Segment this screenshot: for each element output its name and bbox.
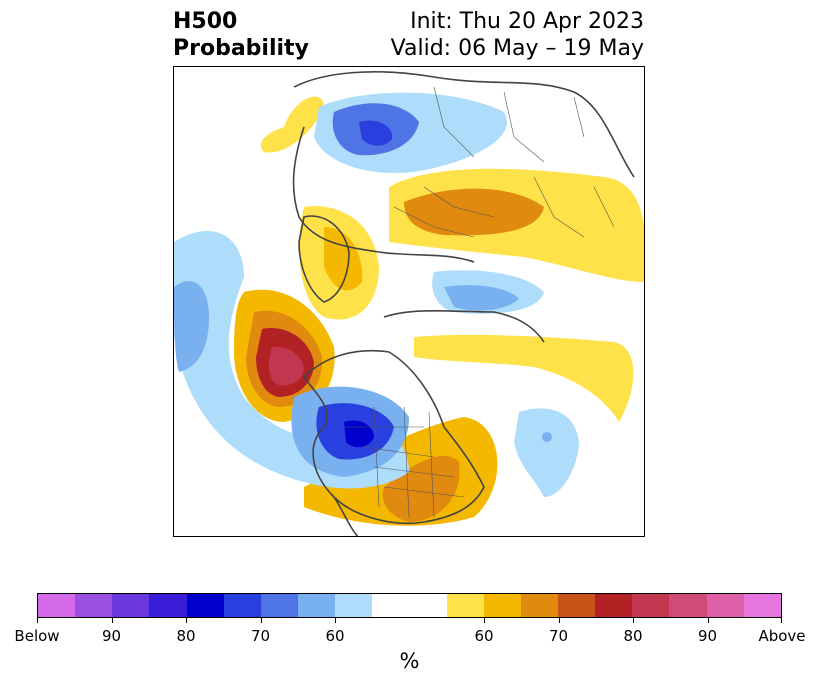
- coastline-greenland: [298, 215, 350, 303]
- colorbar-tick-label: 80: [176, 627, 196, 645]
- colorbar-tick-label: 70: [250, 627, 271, 645]
- colorbar-segment: [223, 594, 261, 617]
- colorbar-tick-mark: [781, 618, 782, 623]
- coastline-eurasia: [292, 71, 635, 263]
- below-region-atlantic-dot: [542, 432, 552, 442]
- colorbar-segment: [632, 594, 670, 617]
- colorbar-tick-mark: [260, 618, 262, 623]
- colorbar-segment: [335, 594, 373, 617]
- colorbar-tick-label: Below: [14, 627, 60, 645]
- colorbar-segment: [743, 594, 781, 617]
- map-title: H500 Probability: [173, 8, 309, 62]
- colorbar-segment: [409, 594, 447, 617]
- coastline-north-america: [302, 349, 485, 525]
- colorbar-tick-mark: [37, 618, 38, 623]
- colorbar-labels: Below 90 80 70 60 60 70 80 90 Above: [14, 627, 805, 647]
- below-region-siberia-peak: [359, 120, 393, 146]
- colorbar-tick-label: 60: [325, 627, 345, 645]
- above-region-us-east-core: [382, 456, 460, 522]
- below-region-arctic-core: [444, 285, 519, 311]
- colorbar-segment: [557, 594, 596, 617]
- colorbar-segment: [112, 594, 150, 617]
- colorbar-tick-label: 70: [548, 627, 569, 645]
- colorbar-segment: [706, 594, 744, 617]
- above-region-alaska-peak: [268, 346, 304, 386]
- coastline-central-america: [333, 496, 359, 536]
- colorbar-segment: [483, 594, 521, 617]
- colorbar-segment: [297, 594, 336, 617]
- below-region-atlantic: [514, 408, 579, 497]
- border-lines-na: [344, 406, 465, 518]
- colorbar-tick-label: 90: [101, 627, 122, 645]
- colorbar-segment: [149, 594, 187, 617]
- title-line-2: Probability: [173, 36, 309, 61]
- init-date: Init: Thu 20 Apr 2023: [410, 9, 644, 34]
- colorbar-tick-label: Above: [758, 627, 806, 645]
- below-normal-regions: [174, 92, 579, 497]
- date-info: Init: Thu 20 Apr 2023 Valid: 06 May – 19…: [391, 8, 644, 62]
- colorbar-segment: [372, 594, 410, 617]
- colorbar-tick-mark: [633, 618, 634, 623]
- colorbar-ticks: [37, 618, 782, 624]
- probability-map: [173, 66, 645, 537]
- colorbar-tick-mark: [186, 618, 187, 623]
- valid-dates: Valid: 06 May – 19 May: [390, 36, 644, 61]
- colorbar-tick-label: 80: [623, 627, 643, 645]
- colorbar-segment: [595, 594, 633, 617]
- colorbar-tick-label: 60: [474, 627, 494, 645]
- colorbar-segment: [38, 594, 76, 617]
- above-region-pacific-arc: [260, 96, 324, 153]
- colorbar-segment: [520, 594, 558, 617]
- colorbar-segment: [260, 594, 298, 617]
- continent-outlines: [292, 71, 635, 536]
- colorbar-tick-mark: [111, 618, 113, 623]
- colorbar-segment: [669, 594, 707, 617]
- colorbar-tick-label: 90: [697, 627, 718, 645]
- title-line-1: H500: [173, 9, 238, 34]
- polar-map-svg: [174, 71, 644, 536]
- border-lines-europe: [433, 86, 615, 238]
- colorbar-tick-mark: [707, 618, 709, 623]
- colorbar-unit: %: [399, 649, 420, 673]
- above-region-atlantic-band: [414, 334, 634, 422]
- below-region-pacific-band: [174, 230, 409, 489]
- below-region-pacific-core: [174, 281, 209, 372]
- colorbar-segment: [446, 594, 484, 617]
- colorbar-tick-mark: [558, 618, 560, 623]
- colorbar-segment: [75, 594, 113, 617]
- political-borders: [344, 86, 615, 518]
- colorbar: [37, 593, 782, 618]
- coastline-arctic: [383, 309, 545, 343]
- colorbar-tick-mark: [484, 618, 485, 623]
- colorbar-tick-mark: [335, 618, 336, 623]
- border-lines-asia: [393, 186, 495, 238]
- colorbar-segment: [186, 594, 224, 617]
